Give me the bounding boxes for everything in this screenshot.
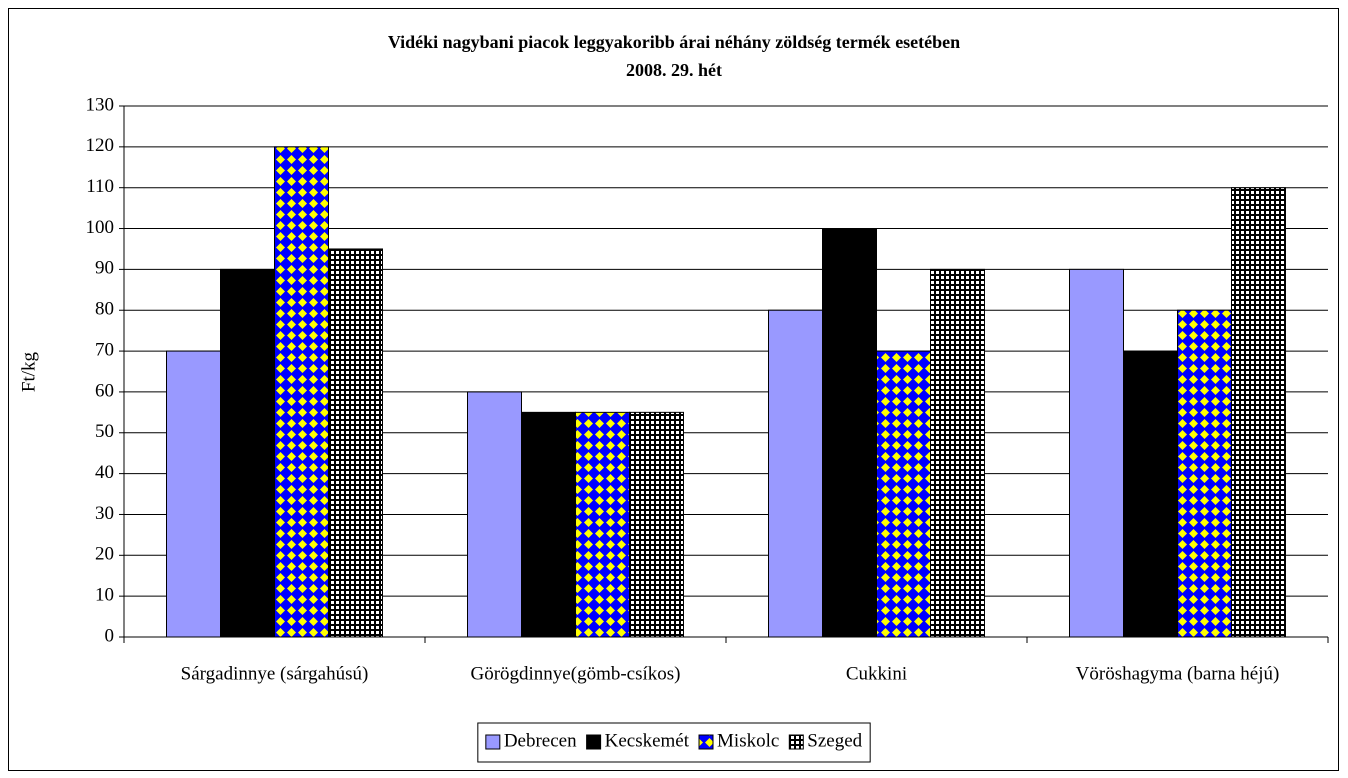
bar <box>328 248 383 638</box>
legend-label: Debrecen <box>504 730 577 751</box>
bar <box>876 350 931 638</box>
bar <box>1123 350 1178 638</box>
y-tick-label: 0 <box>105 625 115 646</box>
y-tick-label: 60 <box>95 380 114 401</box>
legend-box <box>477 722 871 763</box>
y-tick-label: 110 <box>86 176 114 197</box>
y-axis-label: Ft/kg <box>18 351 39 392</box>
bar <box>521 411 576 638</box>
legend-swatch <box>698 734 714 750</box>
x-tick-label: Sárgadinnye (sárgahúsú) <box>181 663 369 684</box>
y-tick-label: 30 <box>95 503 114 524</box>
bar <box>467 391 522 638</box>
x-tick-label: Görögdinnye(gömb-csíkos) <box>470 663 680 684</box>
chart-title: Vidéki nagybani piacok leggyakoribb árai… <box>388 32 960 52</box>
legend-swatch <box>485 734 501 750</box>
y-tick-label: 10 <box>95 585 114 606</box>
bar <box>1177 309 1232 638</box>
bar <box>220 268 275 638</box>
bar <box>629 411 684 638</box>
y-tick-label: 80 <box>95 299 114 320</box>
x-tick-label: Vöröshagyma (barna héjú) <box>1076 663 1280 684</box>
chart-subtitle: 2008. 29. hét <box>626 60 722 80</box>
y-tick-label: 40 <box>95 462 114 483</box>
bar <box>575 411 630 638</box>
legend-label: Kecskemét <box>605 730 690 751</box>
bar <box>166 350 221 638</box>
legend-swatch <box>586 734 602 750</box>
x-tick-label: Cukkini <box>846 663 907 684</box>
y-tick-label: 50 <box>95 421 114 442</box>
y-tick-label: 20 <box>95 544 114 565</box>
bar <box>822 228 877 638</box>
y-tick-label: 100 <box>86 217 115 238</box>
bar <box>1231 187 1286 638</box>
bar <box>274 146 329 638</box>
bar <box>1069 268 1124 638</box>
y-tick-label: 70 <box>95 339 114 360</box>
legend-label: Miskolc <box>717 730 779 751</box>
bar <box>930 268 985 638</box>
legend-label: Szeged <box>807 730 862 751</box>
y-tick-label: 90 <box>95 258 114 279</box>
y-tick-label: 130 <box>86 94 115 115</box>
bar <box>768 309 823 638</box>
y-tick-label: 120 <box>86 135 115 156</box>
legend-swatch <box>788 734 804 750</box>
